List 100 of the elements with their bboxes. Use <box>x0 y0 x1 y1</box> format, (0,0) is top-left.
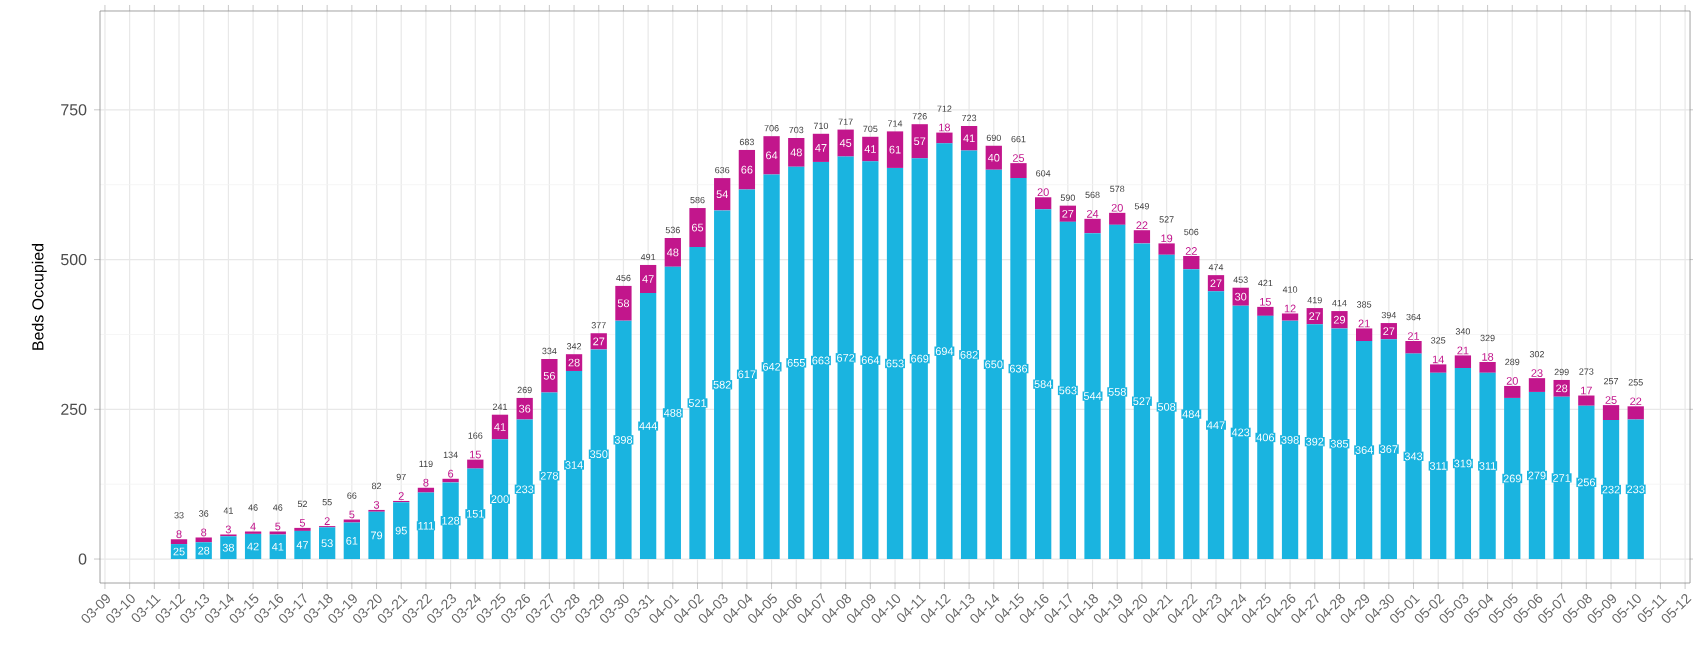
data-label: 57 <box>914 137 926 146</box>
total-label: 726 <box>912 113 927 120</box>
data-label: 47 <box>815 144 827 152</box>
data-label: 653 <box>886 359 904 368</box>
data-label: 484 <box>1182 410 1201 418</box>
data-label: 12 <box>1284 304 1296 313</box>
data-label: 343 <box>1404 452 1423 461</box>
data-label: 444 <box>639 422 657 430</box>
data-label: 682 <box>960 350 978 359</box>
total-label: 302 <box>1529 351 1544 358</box>
total-label: 690 <box>986 134 1001 141</box>
data-label: 256 <box>1577 478 1596 487</box>
data-label: 65 <box>691 223 704 232</box>
data-label: 151 <box>467 510 484 518</box>
data-label: 28 <box>198 546 210 555</box>
total-label: 453 <box>1233 276 1248 283</box>
data-label: 95 <box>395 526 407 535</box>
data-label: 364 <box>1355 446 1373 454</box>
data-label: 4 <box>250 522 256 531</box>
data-label: 5 <box>299 519 306 527</box>
total-label: 66 <box>347 492 357 499</box>
data-label: 66 <box>741 165 753 174</box>
data-label: 8 <box>423 478 429 487</box>
data-label: 385 <box>1330 439 1349 448</box>
data-label: 319 <box>1454 459 1472 468</box>
total-label: 97 <box>396 473 406 481</box>
data-label: 21 <box>1407 332 1420 340</box>
total-label: 474 <box>1208 264 1224 271</box>
data-label: 25 <box>173 547 185 556</box>
data-label: 650 <box>985 360 1003 369</box>
data-label: 41 <box>271 543 284 551</box>
data-label: 27 <box>1383 327 1395 335</box>
total-label: 134 <box>443 451 458 458</box>
data-label: 42 <box>247 542 259 551</box>
total-label: 52 <box>297 500 307 508</box>
data-label: 25 <box>1605 396 1617 404</box>
data-label: 521 <box>688 399 707 407</box>
data-label: 367 <box>1380 445 1398 453</box>
data-label: 128 <box>442 516 460 525</box>
total-label: 364 <box>1406 313 1421 321</box>
total-label: 723 <box>962 114 977 122</box>
data-label: 200 <box>491 495 509 504</box>
data-label: 22 <box>1136 221 1148 230</box>
total-label: 661 <box>1011 136 1026 143</box>
total-label: 491 <box>640 253 656 261</box>
data-label: 19 <box>1161 234 1173 243</box>
total-label: 536 <box>665 226 680 234</box>
total-label: 683 <box>739 138 754 146</box>
data-label: 544 <box>1083 392 1102 400</box>
data-label: 406 <box>1256 433 1275 442</box>
total-label: 586 <box>690 196 705 204</box>
total-label: 82 <box>371 482 382 490</box>
total-label: 273 <box>1579 368 1594 375</box>
total-label: 414 <box>1332 300 1347 307</box>
total-label: 46 <box>273 504 283 511</box>
total-label: 506 <box>1184 228 1199 236</box>
data-label: 642 <box>763 362 781 371</box>
total-label: 527 <box>1159 216 1174 223</box>
data-label: 58 <box>617 299 630 308</box>
total-label: 712 <box>937 105 952 112</box>
data-label: 508 <box>1157 403 1176 411</box>
total-label: 329 <box>1480 334 1495 342</box>
data-label: 527 <box>1133 397 1151 406</box>
data-label: 20 <box>1506 376 1518 385</box>
data-label: 41 <box>494 423 506 431</box>
total-label: 33 <box>174 512 184 519</box>
data-label: 2 <box>398 492 404 500</box>
data-label: 27 <box>1309 312 1321 320</box>
data-label: 64 <box>766 151 778 160</box>
data-label: 8 <box>176 530 182 539</box>
data-label: 563 <box>1059 386 1077 395</box>
data-label: 38 <box>222 543 235 552</box>
data-label: 22 <box>1630 397 1642 406</box>
data-label: 3 <box>225 525 231 534</box>
data-label: 14 <box>1432 355 1444 364</box>
total-label: 703 <box>789 126 804 134</box>
data-label: 694 <box>935 347 954 356</box>
data-label: 350 <box>590 450 608 459</box>
data-label: 21 <box>1457 346 1469 355</box>
data-label: 27 <box>1210 279 1222 288</box>
data-label: 30 <box>1234 292 1247 301</box>
y-tick-label: 250 <box>61 403 87 415</box>
total-label: 456 <box>616 274 631 282</box>
data-label: 18 <box>1482 353 1494 361</box>
total-label: 36 <box>199 510 209 517</box>
data-label: 582 <box>713 380 731 389</box>
data-label: 20 <box>1111 203 1123 212</box>
data-label: 45 <box>839 139 852 147</box>
data-label: 271 <box>1553 474 1571 482</box>
data-label: 663 <box>812 356 830 365</box>
data-label: 25 <box>1012 154 1025 162</box>
data-label: 15 <box>1260 298 1271 306</box>
total-label: 377 <box>591 322 606 329</box>
total-label: 334 <box>542 347 557 355</box>
data-label: 8 <box>201 528 207 537</box>
data-label: 278 <box>540 471 559 480</box>
total-label: 410 <box>1282 286 1298 293</box>
data-label: 558 <box>1108 388 1126 396</box>
total-label: 385 <box>1357 301 1372 308</box>
data-label: 22 <box>1185 247 1197 255</box>
